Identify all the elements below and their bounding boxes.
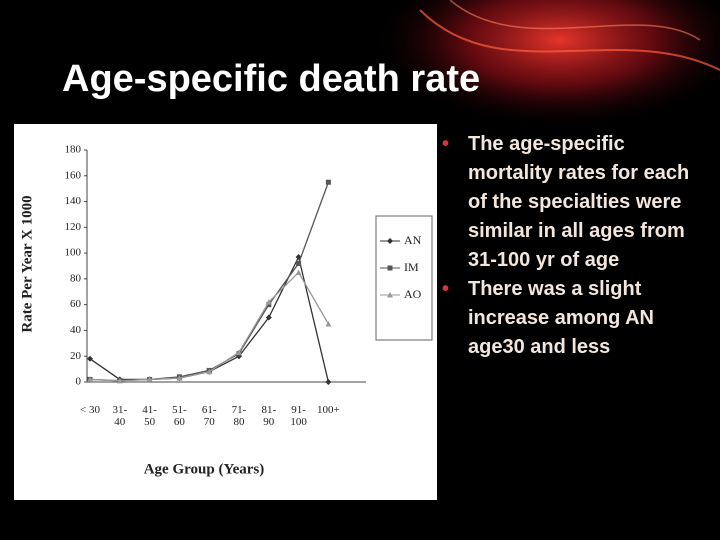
- marker: [265, 314, 272, 321]
- bullet-list: The age-specific mortality rates for eac…: [440, 130, 710, 362]
- x-tick-label: 51- 60: [172, 404, 187, 428]
- x-tick-label: 31- 40: [112, 404, 128, 428]
- marker: [87, 355, 93, 362]
- y-tick-label: 20: [70, 350, 82, 362]
- legend-marker: [387, 265, 393, 271]
- y-tick-label: 100: [65, 247, 82, 259]
- legend-marker: [387, 238, 393, 244]
- y-tick-label: 80: [70, 272, 82, 284]
- y-tick-label: 180: [65, 144, 82, 156]
- x-tick-label: 61- 70: [201, 404, 217, 428]
- marker: [87, 376, 93, 382]
- bullet: There was a slight increase among AN age…: [440, 275, 710, 362]
- marker: [325, 379, 332, 385]
- chart: 0 20 40 60 80 100 120 140 160 180 Age Group (Years…: [14, 124, 437, 500]
- bullet: The age-specific mortality rates for eac…: [440, 130, 710, 275]
- series-line: [89, 271, 329, 382]
- y-tick-label: 40: [70, 324, 82, 336]
- x-tick-label: 71- 80: [231, 404, 247, 428]
- legend-box: [375, 215, 433, 341]
- series-line: [89, 255, 330, 383]
- marker: [176, 375, 183, 381]
- x-tick-label: 100+: [317, 404, 340, 416]
- marker: [116, 377, 123, 384]
- y-tick-label: 120: [65, 221, 82, 233]
- marker: [325, 321, 332, 327]
- x-tick-label: 41- 50: [142, 404, 157, 428]
- x-axis-label: Age Group (Years): [144, 461, 265, 477]
- marker: [296, 260, 302, 266]
- marker: [295, 269, 302, 275]
- y-tick-label: 0: [76, 376, 82, 388]
- marker: [266, 302, 272, 308]
- y-tick-label: 60: [70, 298, 82, 310]
- y-axis-label: Rate Per Year X 1000: [19, 195, 35, 332]
- marker: [265, 299, 272, 305]
- x-tick-label: 91- 100: [290, 404, 307, 428]
- marker: [325, 179, 331, 185]
- y-tick-label: 140: [65, 195, 82, 207]
- marker: [236, 349, 242, 355]
- slide-title: Age-specific death rate: [62, 58, 481, 100]
- x-tick-label: < 30: [80, 404, 100, 416]
- legend-label: AN: [404, 233, 422, 247]
- legend-marker: [387, 292, 393, 298]
- legend-label: IM: [404, 260, 419, 274]
- legend-label: AO: [404, 287, 422, 301]
- chart-svg: 0 20 40 60 80 100 120 140 160 180 Age Group (Years…: [19, 144, 433, 477]
- marker: [206, 368, 213, 375]
- x-tick-label: 81- 90: [261, 404, 277, 428]
- y-tick-label: 160: [65, 169, 82, 181]
- marker: [146, 376, 153, 382]
- series-line: [89, 181, 330, 382]
